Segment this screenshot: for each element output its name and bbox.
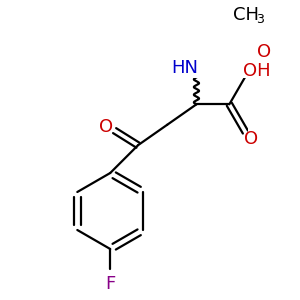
Text: F: F bbox=[105, 275, 115, 293]
Text: O: O bbox=[244, 130, 258, 148]
Text: HN: HN bbox=[171, 59, 198, 77]
Text: CH: CH bbox=[233, 6, 259, 24]
Text: 3: 3 bbox=[256, 13, 264, 26]
Text: O: O bbox=[257, 43, 272, 61]
Text: OH: OH bbox=[243, 62, 271, 80]
Text: O: O bbox=[99, 118, 113, 136]
